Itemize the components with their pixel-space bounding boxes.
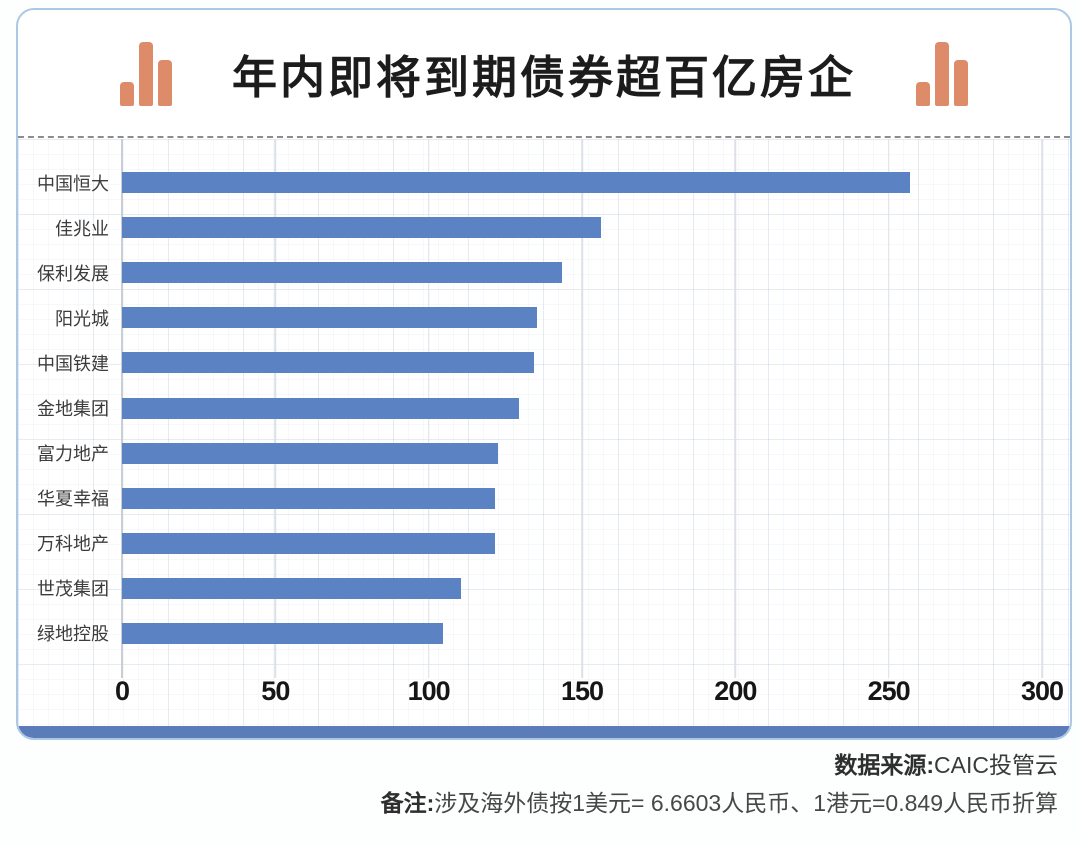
chart-row: 绿地控股 bbox=[18, 611, 1038, 656]
chart-title: 年内即将到期债券超百亿房企 bbox=[231, 52, 856, 103]
bar-chart-icon-bar bbox=[120, 81, 134, 106]
x-tick-label: 250 bbox=[867, 676, 911, 706]
bar bbox=[122, 577, 461, 599]
bar-chart-icon-bar bbox=[953, 59, 968, 106]
chart-card: 年内即将到期债券超百亿房企 中国恒大佳兆业保利发展阳光城中国铁建金地集团富力地产… bbox=[16, 8, 1072, 740]
bar bbox=[122, 397, 519, 419]
category-label: 保利发展 bbox=[37, 263, 109, 284]
bar bbox=[122, 307, 538, 329]
gridline bbox=[734, 139, 737, 678]
chart-row: 世茂集团 bbox=[18, 566, 1038, 611]
bar-area bbox=[122, 476, 1038, 521]
x-tick-label: 50 bbox=[261, 676, 290, 706]
x-tick-label: 200 bbox=[714, 676, 757, 706]
category-label: 世茂集团 bbox=[37, 579, 109, 600]
bar bbox=[122, 172, 910, 194]
dashed-separator bbox=[18, 136, 1070, 138]
bar bbox=[122, 442, 498, 464]
chart-row: 华夏幸福 bbox=[18, 476, 1038, 521]
bar-chart-icon bbox=[915, 38, 968, 110]
x-tick-label: 0 bbox=[114, 676, 130, 706]
chart-row: 保利发展 bbox=[18, 250, 1038, 295]
x-tick-label: 150 bbox=[560, 676, 604, 706]
category-label: 中国恒大 bbox=[37, 173, 109, 194]
bar bbox=[122, 622, 443, 644]
chart-row: 中国铁建 bbox=[18, 340, 1038, 385]
x-axis: 0 50 100 150 200 250 300 bbox=[115, 676, 1064, 712]
bar-area bbox=[122, 250, 1038, 295]
category-label: 绿地控股 bbox=[37, 624, 109, 645]
chart-header: 年内即将到期债券超百亿房企 bbox=[18, 10, 1070, 137]
bar bbox=[122, 487, 495, 509]
gridline bbox=[1041, 139, 1043, 678]
bar-area bbox=[122, 205, 1038, 250]
bar-area bbox=[122, 521, 1038, 566]
x-tick-label: 100 bbox=[407, 676, 451, 706]
x-tick-label: 300 bbox=[1020, 676, 1064, 706]
gridline bbox=[581, 139, 583, 678]
bar bbox=[122, 532, 495, 554]
bottom-accent-band bbox=[18, 726, 1070, 738]
footer: 数据来源:CAIC投管云 备注:涉及海外债按1美元= 6.6603人民币、1港元… bbox=[0, 746, 1058, 822]
bar-area bbox=[122, 611, 1038, 656]
bar-chart-icon-bar bbox=[915, 81, 930, 106]
bar bbox=[122, 352, 535, 374]
plot-area: 中国恒大佳兆业保利发展阳光城中国铁建金地集团富力地产华夏幸福万科地产世茂集团绿地… bbox=[18, 139, 1070, 726]
category-label: 万科地产 bbox=[37, 534, 109, 555]
category-label: 富力地产 bbox=[37, 444, 109, 465]
bar-chart-icon-bar bbox=[139, 41, 153, 106]
chart-row: 中国恒大 bbox=[18, 160, 1038, 205]
category-label: 中国铁建 bbox=[37, 353, 109, 374]
chart-row: 万科地产 bbox=[18, 521, 1038, 566]
chart-row: 佳兆业 bbox=[18, 205, 1038, 250]
chart-row: 阳光城 bbox=[18, 295, 1038, 340]
data-source-line: 数据来源:CAIC投管云 bbox=[0, 746, 1058, 784]
note-line: 备注:涉及海外债按1美元= 6.6603人民币、1港元=0.849人民币折算 bbox=[0, 784, 1058, 822]
category-label: 佳兆业 bbox=[55, 218, 109, 239]
source-label: 数据来源: bbox=[834, 752, 935, 778]
gridline bbox=[887, 139, 890, 678]
bar-area bbox=[122, 340, 1038, 385]
chart-row: 富力地产 bbox=[18, 431, 1038, 476]
bar bbox=[122, 217, 602, 239]
bar-area bbox=[122, 431, 1038, 476]
bar-chart-icon-bar bbox=[158, 59, 172, 106]
note-value: 涉及海外债按1美元= 6.6603人民币、1港元=0.849人民币折算 bbox=[434, 790, 1058, 816]
chart-row: 金地集团 bbox=[18, 385, 1038, 430]
bar-area bbox=[122, 160, 1038, 205]
chart-rows: 中国恒大佳兆业保利发展阳光城中国铁建金地集团富力地产华夏幸福万科地产世茂集团绿地… bbox=[18, 160, 1038, 656]
bar-chart-icon-bar bbox=[934, 41, 949, 106]
category-label: 华夏幸福 bbox=[37, 489, 109, 510]
category-label: 阳光城 bbox=[55, 308, 109, 329]
bar bbox=[122, 262, 562, 284]
bar-chart-icon bbox=[120, 38, 172, 110]
category-label: 金地集团 bbox=[37, 399, 109, 420]
source-value: CAIC投管云 bbox=[934, 752, 1058, 778]
bar-area bbox=[122, 566, 1038, 611]
note-label: 备注: bbox=[380, 790, 435, 816]
bar-area bbox=[122, 385, 1038, 430]
bar-area bbox=[122, 295, 1038, 340]
